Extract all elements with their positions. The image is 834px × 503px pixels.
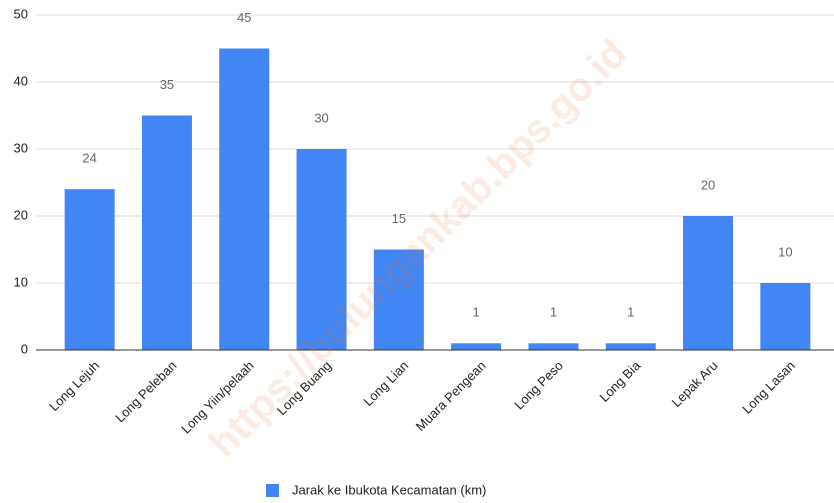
y-tick-label: 30 [14,140,28,155]
bar [528,343,579,350]
bar [605,343,656,350]
value-label: 15 [392,211,406,226]
x-tick-label: Long Lian [360,358,411,409]
value-label: 10 [778,244,792,259]
bar [683,216,734,350]
value-label: 45 [237,10,251,25]
y-tick-label: 40 [14,73,28,88]
legend-swatch [266,484,279,497]
value-label: 24 [82,151,96,166]
x-tick-label: Long Lasan [739,358,798,417]
y-tick-label: 50 [14,6,28,21]
x-tick-label: Muara Pengean [413,358,489,434]
x-tick-label: Long Bia [596,357,643,404]
bar [760,283,811,350]
x-tick-label: Long Peleban [112,358,179,425]
bar [64,189,115,350]
value-label: 35 [160,77,174,92]
value-label: 30 [314,110,328,125]
x-tick-label: Long Lejuh [46,358,102,414]
bar [219,48,270,350]
value-label: 1 [473,305,480,320]
x-tick-label: Long Peso [511,358,566,413]
y-tick-label: 0 [21,341,28,356]
bar [451,343,502,350]
value-label: 1 [550,305,557,320]
value-label: 1 [627,305,634,320]
bar [141,115,192,350]
y-tick-label: 20 [14,207,28,222]
legend-label: Jarak ke Ibukota Kecamatan (km) [292,482,486,497]
x-tick-label: Lepak Aru [669,358,721,410]
bar [296,149,347,350]
bar [373,249,424,350]
value-label: 20 [701,177,715,192]
y-tick-label: 10 [14,274,28,289]
